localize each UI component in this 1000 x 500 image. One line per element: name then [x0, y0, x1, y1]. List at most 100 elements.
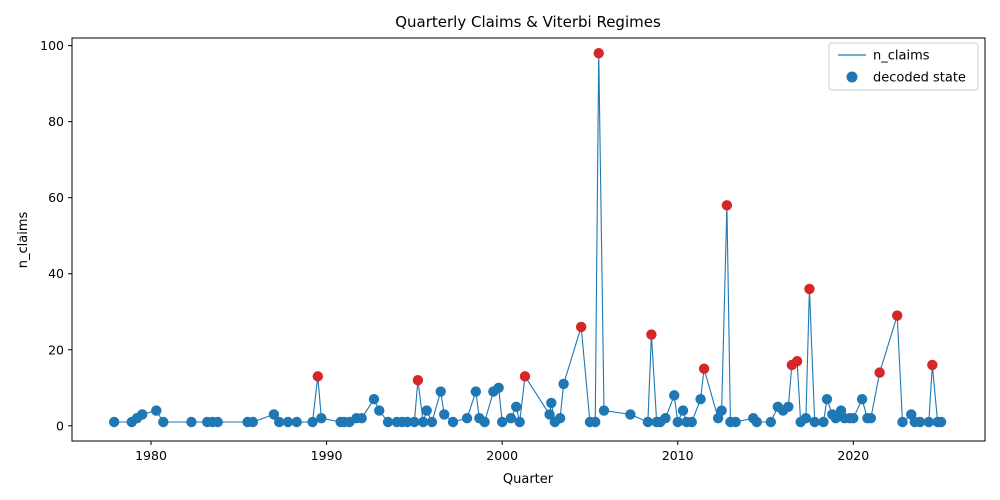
data-point-low-state [282, 416, 294, 428]
data-point-low-state [923, 416, 935, 428]
data-point-low-state [590, 416, 601, 428]
data-point-low-state [821, 393, 833, 405]
data-point-high-state [412, 374, 424, 386]
data-point-low-state [642, 416, 654, 428]
data-point-low-state [865, 412, 877, 424]
x-tick-label: 1990 [311, 448, 343, 463]
data-point-low-state [137, 409, 148, 420]
data-point-high-state [804, 283, 815, 295]
data-point-low-state [554, 412, 566, 424]
data-point-low-state [479, 416, 490, 428]
data-point-low-state [426, 416, 438, 428]
data-point-low-state [765, 416, 776, 428]
y-axis-label: n_claims [16, 212, 31, 269]
data-point-high-state [721, 200, 733, 211]
data-point-low-state [935, 416, 947, 428]
data-point-low-state [374, 405, 385, 416]
data-point-low-state [625, 409, 636, 420]
data-point-low-state [511, 401, 522, 412]
data-point-high-state [927, 359, 938, 371]
data-point-low-state [417, 416, 429, 428]
data-point-high-state [791, 355, 803, 367]
data-point-high-state [519, 371, 531, 382]
data-point-low-state [268, 409, 280, 420]
data-point-low-state [368, 393, 380, 405]
data-point-low-state [186, 416, 197, 428]
data-point-low-state [447, 416, 459, 428]
data-point-low-state [669, 390, 680, 401]
y-axis: 0 20 40 60 80 100 [40, 38, 72, 433]
data-point-low-state [461, 412, 473, 424]
legend: n_claims decoded state [828, 42, 979, 91]
y-tick-label: 60 [48, 190, 64, 205]
data-point-low-state [409, 416, 420, 428]
data-point-low-state [470, 386, 482, 397]
data-point-low-state [273, 416, 285, 428]
data-point-low-state [212, 416, 223, 428]
data-point-low-state [158, 416, 169, 428]
data-point-low-state [809, 416, 820, 428]
data-point-low-state [307, 416, 318, 428]
data-point-low-state [730, 416, 741, 428]
x-tick-label: 1980 [135, 448, 167, 463]
data-point-low-state [818, 416, 829, 428]
data-point-low-state [598, 405, 610, 416]
x-tick-label: 2010 [662, 448, 694, 463]
data-point-low-state [151, 405, 162, 416]
x-tick-label: 2000 [486, 448, 518, 463]
data-point-low-state [660, 412, 671, 424]
data-point-low-state [493, 382, 504, 393]
data-point-high-state [575, 321, 587, 333]
x-tick-label: 2020 [837, 448, 869, 463]
data-point-low-state [421, 405, 432, 416]
y-tick-label: 0 [56, 418, 64, 433]
data-point-high-state [593, 48, 604, 59]
x-axis-label: Quarter [503, 472, 554, 487]
axes-frame [71, 37, 986, 442]
data-point-low-state [316, 412, 327, 424]
data-point-low-state [672, 416, 683, 428]
data-point-low-state [291, 416, 302, 428]
data-point-low-state [558, 378, 569, 390]
data-point-low-state [496, 416, 508, 428]
x-axis: 1980 1990 2000 2010 2020 [135, 441, 869, 463]
data-point-low-state [686, 416, 697, 428]
data-point-high-state [698, 363, 710, 374]
y-tick-label: 100 [40, 38, 64, 53]
y-tick-label: 20 [48, 342, 64, 357]
data-point-low-state [435, 386, 446, 397]
data-point-high-state [892, 310, 903, 321]
data-point-low-state [783, 401, 794, 412]
data-point-low-state [108, 416, 120, 428]
data-point-high-state [874, 367, 885, 378]
data-point-high-state [646, 329, 657, 340]
legend-entry-decoded-state: decoded state [873, 71, 966, 86]
data-point-low-state [914, 416, 926, 428]
data-point-low-state [897, 416, 908, 428]
data-point-low-state [856, 393, 868, 405]
legend-marker-swatch [846, 71, 858, 83]
chart-title: Quarterly Claims & Viterbi Regimes [395, 13, 661, 31]
legend-entry-n-claims: n_claims [873, 49, 930, 64]
data-point-low-state [830, 412, 841, 424]
data-point-low-state [544, 409, 555, 420]
data-point-low-state [514, 416, 525, 428]
data-point-low-state [247, 416, 259, 428]
data-point-low-state [800, 412, 812, 424]
data-point-low-state [751, 416, 762, 428]
y-tick-label: 80 [48, 114, 64, 129]
data-point-low-state [356, 412, 367, 424]
plot-area [108, 48, 947, 428]
data-point-low-state [546, 397, 557, 409]
data-point-low-state [716, 405, 727, 416]
y-tick-label: 40 [48, 266, 64, 281]
data-point-high-state [312, 371, 324, 382]
data-point-low-state [695, 393, 706, 405]
data-point-low-state [677, 405, 689, 416]
legend-box [828, 42, 979, 91]
data-point-low-state [439, 409, 450, 420]
data-point-low-state [848, 412, 859, 424]
data-point-low-state [505, 412, 517, 424]
data-point-low-state [382, 416, 394, 428]
